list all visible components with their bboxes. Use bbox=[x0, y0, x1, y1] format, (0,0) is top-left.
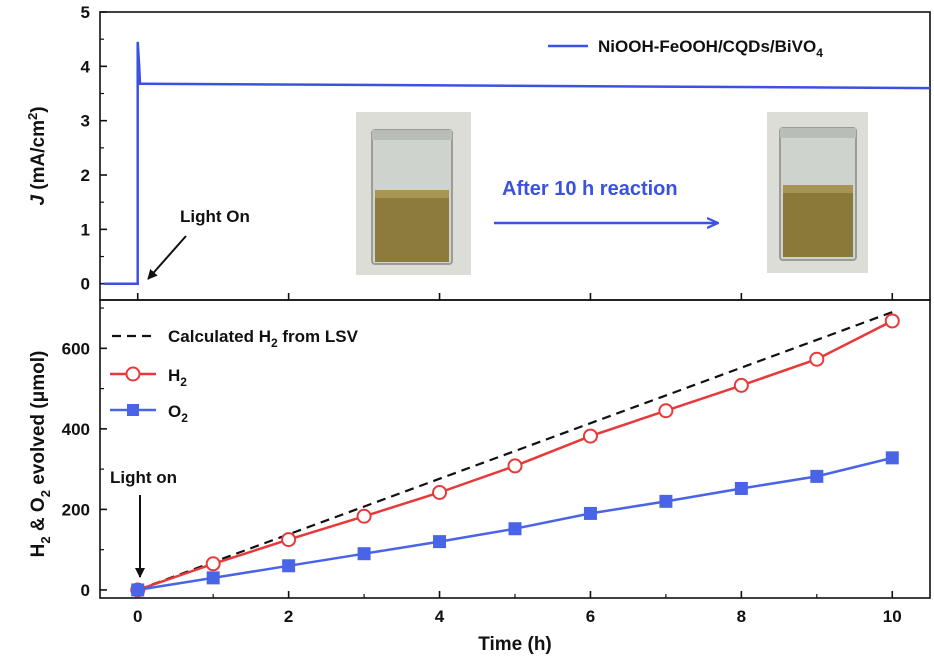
bottom-y-axis-label: H2 & O2 evolved (μmol) bbox=[28, 351, 53, 558]
legend-h2-marker bbox=[125, 366, 141, 382]
bottom-y-tick-label: 600 bbox=[62, 339, 90, 358]
top-light-on-arrow bbox=[147, 235, 187, 280]
bottom-x-tick-label: 4 bbox=[435, 607, 445, 626]
top-legend: NiOOH-FeOOH/CQDs/BiVO4 bbox=[548, 37, 823, 60]
h2-data-point bbox=[809, 351, 825, 367]
o2-data-point bbox=[206, 571, 220, 585]
cuvette-photo-before bbox=[356, 112, 471, 275]
bottom-x-tick-label: 10 bbox=[883, 607, 902, 626]
h2-data-point bbox=[582, 428, 598, 444]
bottom-y-tick-label: 0 bbox=[81, 581, 90, 600]
top-y-tick-label: 3 bbox=[81, 112, 90, 131]
o2-data-point bbox=[734, 481, 748, 495]
bottom-light-on-label: Light on bbox=[110, 468, 177, 487]
h2-data-point bbox=[432, 484, 448, 500]
top-series-layer bbox=[103, 41, 931, 285]
legend-h2-label: H2 bbox=[168, 366, 187, 389]
bottom-y-tick-label: 200 bbox=[62, 500, 90, 519]
bottom-x-tick-label: 8 bbox=[737, 607, 746, 626]
legend-calc-h2-label: Calculated H2 from LSV bbox=[168, 327, 359, 350]
h2-data-point bbox=[205, 556, 221, 572]
bottom-y-tick-label: 400 bbox=[62, 420, 90, 439]
calc-h2-dashed-line bbox=[137, 311, 893, 591]
h2-data-point bbox=[356, 508, 372, 524]
legend-o2-label: O2 bbox=[168, 402, 188, 425]
top-y-tick-label: 1 bbox=[81, 220, 90, 239]
o2-data-point bbox=[357, 547, 371, 561]
h2-data-point bbox=[281, 532, 297, 548]
h2-data-point bbox=[658, 403, 674, 419]
top-light-on-label: Light On bbox=[180, 207, 250, 226]
o2-data-point bbox=[282, 559, 296, 573]
top-y-tick-label: 2 bbox=[81, 166, 90, 185]
reaction-arrow: After 10 h reaction bbox=[494, 178, 718, 223]
h2-data-point bbox=[507, 458, 523, 474]
top-light-on-annotation: Light On bbox=[147, 207, 250, 280]
top-series-line bbox=[103, 41, 931, 285]
bottom-panel: 0 200 400 600 0 2 4 6 8 10 Time (h) H2 & O2 evol… bbox=[28, 299, 931, 655]
h2-data-point bbox=[884, 313, 900, 329]
bottom-light-on-annotation: Light on bbox=[110, 468, 177, 578]
top-y-tick-label: 0 bbox=[81, 275, 90, 294]
bottom-x-tick-label: 2 bbox=[284, 607, 293, 626]
legend-o2-marker bbox=[127, 404, 139, 416]
top-y-axis-label: J (mA/cm2) bbox=[25, 106, 49, 205]
top-legend-label: NiOOH-FeOOH/CQDs/BiVO4 bbox=[598, 37, 823, 60]
cuvette-photo-after bbox=[767, 112, 868, 273]
bottom-series-layer bbox=[130, 311, 900, 598]
bottom-x-tick-label: 6 bbox=[586, 607, 595, 626]
o2-data-point bbox=[810, 469, 824, 483]
o2-data-point bbox=[433, 535, 447, 549]
bottom-legend: Calculated H2 from LSV H2 O2 bbox=[110, 327, 359, 425]
o2-data-point bbox=[659, 494, 673, 508]
bottom-x-axis: 0 2 4 6 8 10 bbox=[133, 591, 902, 626]
h2-series-line bbox=[137, 319, 893, 592]
bottom-y-axis: 0 200 400 600 bbox=[62, 307, 107, 600]
reaction-arrow-label: After 10 h reaction bbox=[502, 178, 678, 200]
top-panel: 0 1 2 3 4 5 J (mA/cm2) NiOOH-FeOOH/CQDs/BiVO4 bbox=[25, 3, 931, 301]
bottom-x-tick-label: 0 bbox=[133, 607, 142, 626]
top-y-axis: 0 1 2 3 4 5 bbox=[81, 3, 894, 300]
top-y-tick-label: 5 bbox=[81, 3, 90, 22]
o2-data-point bbox=[885, 451, 899, 465]
h2-data-point bbox=[733, 377, 749, 393]
o2-data-point bbox=[583, 506, 597, 520]
o2-data-point bbox=[508, 522, 522, 536]
o2-data-point bbox=[131, 583, 145, 597]
bottom-x-axis-label: Time (h) bbox=[478, 634, 552, 655]
top-y-tick-label: 4 bbox=[81, 57, 91, 76]
